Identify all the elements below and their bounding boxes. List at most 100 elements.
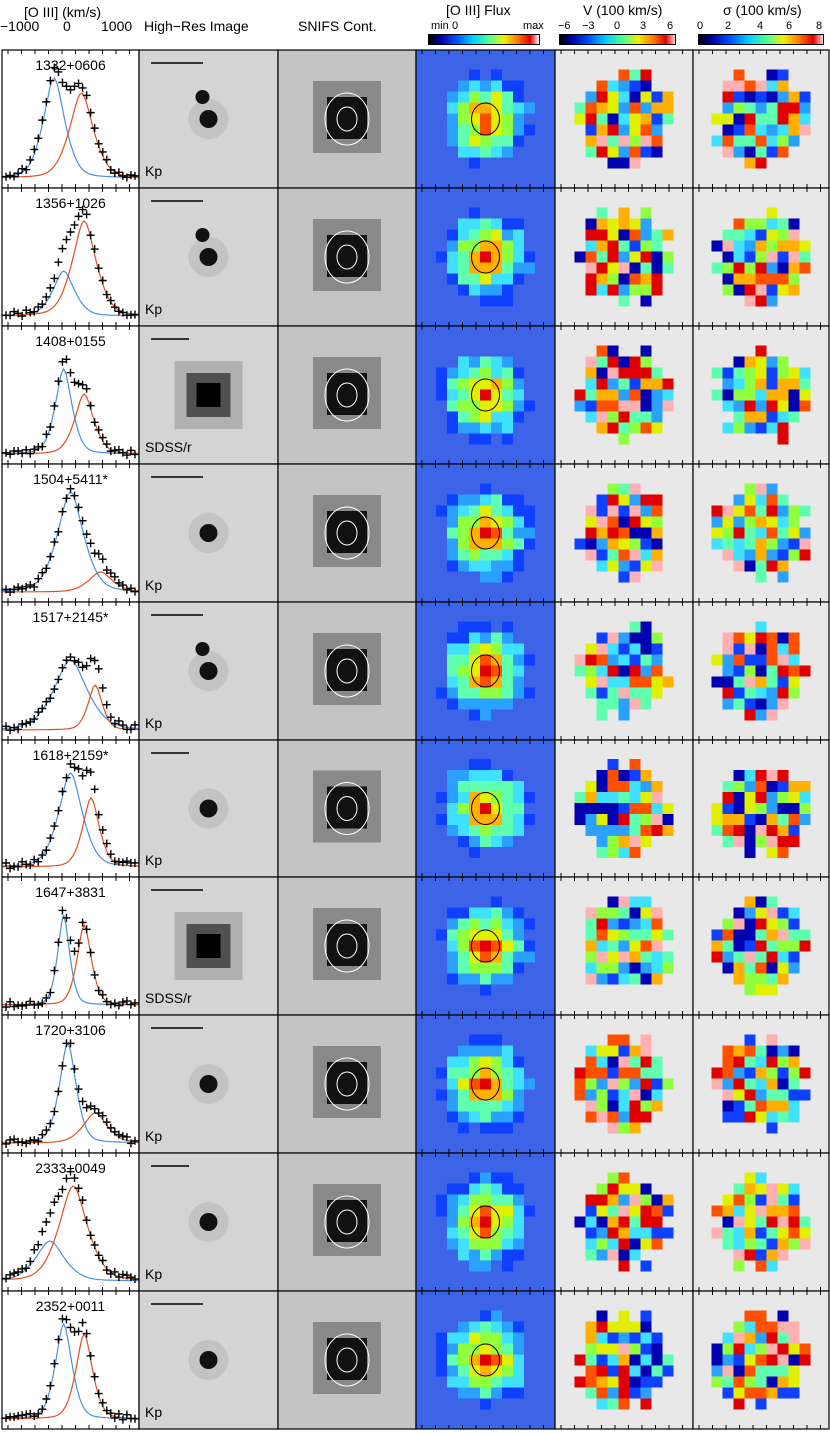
map-pixel (799, 929, 811, 941)
map-pixel (755, 1045, 767, 1057)
map-pixel (585, 825, 597, 836)
map-pixel (755, 836, 767, 847)
data-point-marker (78, 1196, 87, 1205)
map-pixel (618, 483, 630, 495)
map-pixel (469, 240, 480, 252)
map-pixel (799, 505, 811, 517)
data-point-marker (42, 292, 51, 301)
data-point-marker (78, 771, 87, 780)
map-pixel (733, 803, 745, 814)
map-pixel (662, 262, 674, 274)
data-point-marker (38, 442, 47, 451)
map-pixel (799, 262, 811, 274)
map-pixel (469, 356, 480, 368)
object-id-label: 1332+0606 (35, 57, 106, 73)
map-pixel (491, 676, 502, 688)
continuum-contour (324, 919, 370, 973)
map-pixel (458, 803, 469, 814)
map-pixel (596, 356, 608, 368)
map-pixel (480, 1398, 491, 1410)
map-pixel (513, 929, 524, 941)
map-pixel (596, 1205, 608, 1217)
map-pixel (596, 847, 608, 858)
map-pixel (585, 962, 597, 974)
map-pixel (651, 102, 663, 114)
map-pixel (755, 1249, 767, 1261)
map-pixel (629, 69, 641, 81)
map-pixel (640, 781, 652, 792)
map-pixel (596, 549, 608, 561)
map-pixel (585, 814, 597, 825)
map-pixel (629, 770, 641, 781)
map-pixel (651, 262, 663, 274)
map-pixel (766, 770, 778, 781)
map-pixel (711, 262, 723, 274)
map-pixel (618, 356, 630, 368)
map-pixel (722, 91, 734, 103)
data-point-marker (94, 425, 103, 434)
map-pixel (744, 273, 756, 285)
map-pixel (788, 1216, 800, 1228)
map-pixel (722, 240, 734, 252)
map-pixel (629, 698, 641, 710)
map-pixel (640, 1260, 652, 1272)
map-pixel (513, 792, 524, 803)
map-pixel (596, 102, 608, 114)
map-pixel (618, 1365, 630, 1377)
map-pixel (755, 527, 767, 539)
map-pixel (755, 1227, 767, 1239)
data-point-marker (54, 377, 63, 386)
map-pixel (651, 560, 663, 572)
spectrum-panel (1, 739, 140, 878)
map-pixel (607, 814, 619, 825)
map-pixel (722, 422, 734, 434)
map-pixel (618, 207, 630, 219)
map-pixel (777, 80, 789, 92)
map-pixel (585, 284, 597, 296)
map-pixel (711, 940, 723, 952)
map-pixel (491, 1172, 502, 1184)
map-pixel (480, 91, 491, 103)
data-point-marker (78, 380, 87, 389)
map-pixel (766, 1111, 778, 1123)
object-id-label: 1408+0155 (35, 333, 106, 349)
map-pixel (733, 218, 745, 230)
map-pixel (722, 1056, 734, 1068)
map-pixel (788, 940, 800, 952)
map-pixel (788, 836, 800, 847)
map-pixel (640, 632, 652, 644)
map-pixel (733, 1260, 745, 1272)
data-point-marker (90, 785, 99, 794)
map-pixel (491, 665, 502, 677)
map-pixel (491, 770, 502, 781)
map-pixel (722, 284, 734, 296)
map-pixel (777, 284, 789, 296)
map-pixel (788, 135, 800, 147)
map-pixel (585, 1343, 597, 1355)
data-point-marker (14, 169, 23, 178)
map-pixel (755, 378, 767, 390)
map-pixel (480, 505, 491, 517)
map-pixel (766, 1089, 778, 1101)
map-pixel (744, 549, 756, 561)
map-pixel (640, 516, 652, 528)
map-pixel (607, 527, 619, 539)
data-point-marker (126, 1273, 135, 1282)
map-pixel (733, 962, 745, 974)
data-point-marker (130, 450, 139, 459)
map-pixel (733, 91, 745, 103)
map-pixel (755, 91, 767, 103)
data-point-marker (74, 379, 83, 388)
map-pixel (777, 814, 789, 825)
map-pixel (491, 91, 502, 103)
map-pixel (777, 792, 789, 803)
map-pixel (513, 367, 524, 379)
map-pixel (733, 1249, 745, 1261)
map-pixel (491, 1365, 502, 1377)
data-point-marker (38, 568, 47, 577)
map-pixel (480, 825, 491, 836)
data-point-marker (98, 147, 107, 156)
map-pixel (469, 759, 480, 770)
continuum-core (327, 373, 367, 415)
data-point-marker (86, 539, 95, 548)
